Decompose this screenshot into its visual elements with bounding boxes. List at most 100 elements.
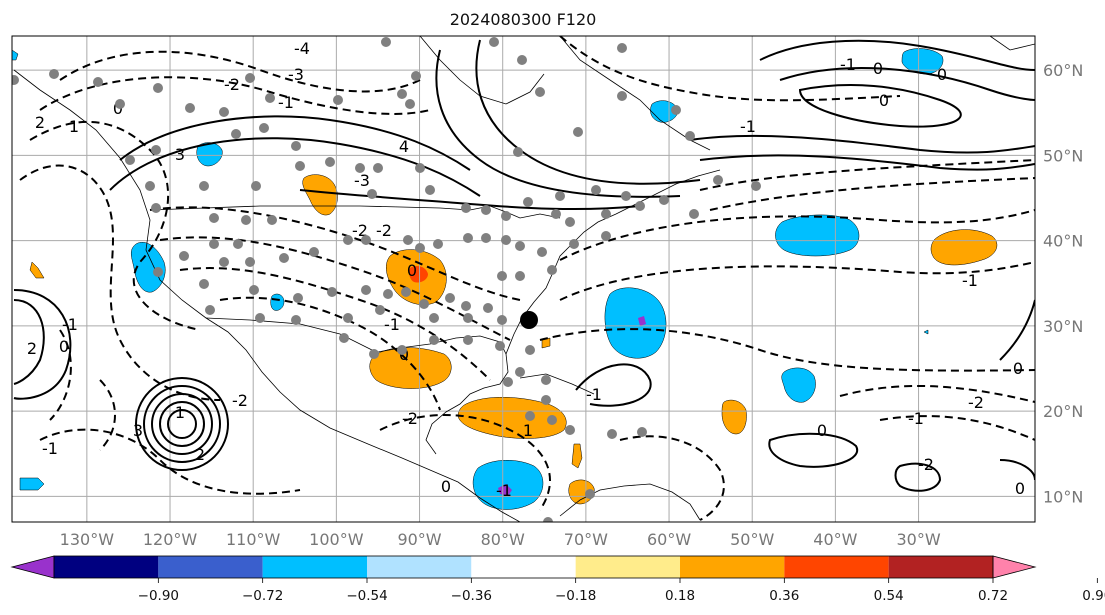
map-frame [11, 35, 1036, 523]
station-marker [445, 293, 455, 303]
contour-label: -1 [840, 55, 856, 74]
colorbar-segment [784, 556, 889, 578]
shade-orange-atlantic-2 [721, 399, 747, 435]
contour-pos-o [894, 462, 942, 492]
station-marker [125, 155, 135, 165]
station-marker [249, 285, 259, 295]
station-marker [415, 163, 425, 173]
contours [13, 36, 1035, 521]
lon-tick-label: 100°W [309, 530, 364, 549]
shade-blue-pacific-nw [12, 49, 19, 61]
contour-label: -1 [496, 481, 512, 500]
contour-labels: -4 -3 -2 -1 0 1 2 3 4 -3 -2 -2 -1 0 1 2 3 -2 -1 -1 0 2 -2 0 1 -1 0… [27, 39, 1025, 500]
shade-blue-central-america [472, 460, 544, 510]
stations [12, 37, 761, 522]
shade-orange-small-west [29, 261, 45, 279]
station-marker [397, 89, 407, 99]
station-marker [209, 239, 219, 249]
station-marker [361, 285, 371, 295]
station-marker [93, 77, 103, 87]
station-marker [585, 489, 595, 499]
contour-label: 1 [175, 403, 185, 422]
contour-neg-o [39, 428, 301, 495]
contour-neg-g [179, 267, 491, 381]
contour-neg-m [559, 261, 1035, 301]
lon-tick-label: 60°W [647, 530, 691, 549]
contour-label: 0 [937, 65, 947, 84]
station-marker [233, 239, 243, 249]
colorbar-segment [54, 556, 159, 578]
lat-tick-label: 40°N [1043, 232, 1083, 251]
lon-tick-label: 120°W [143, 530, 198, 549]
latitude-labels: 10°N 20°N 30°N 40°N 50°N 60°N [1043, 61, 1083, 506]
contour-neg-i [559, 36, 901, 102]
shade-red-missouri [409, 266, 428, 283]
lon-tick-label: 90°W [397, 530, 441, 549]
station-marker [463, 313, 473, 323]
border-us-mexico [205, 317, 373, 351]
contour-pos-j [779, 66, 1035, 101]
station-marker [637, 427, 647, 437]
station-marker [537, 247, 547, 257]
lat-tick-label: 10°N [1043, 487, 1083, 506]
contour-pos-b [109, 137, 481, 197]
station-marker [397, 345, 407, 355]
station-marker [685, 131, 695, 141]
contour-label: 0 [441, 477, 451, 496]
station-marker [245, 257, 255, 267]
station-marker [547, 265, 557, 275]
lat-tick-label: 20°N [1043, 402, 1083, 421]
contour-pos-a [119, 115, 471, 171]
station-marker [659, 195, 669, 205]
station-marker [501, 211, 511, 221]
station-marker [343, 235, 353, 245]
contour-label: -1 [962, 271, 978, 290]
station-marker [367, 189, 377, 199]
station-marker [355, 163, 365, 173]
contour-neg-b [39, 76, 431, 115]
colorbar-segment [262, 556, 367, 578]
station-marker [515, 271, 525, 281]
contour-label: 0 [1013, 359, 1023, 378]
station-marker [601, 231, 611, 241]
contour-pos-k [13, 299, 45, 385]
lon-tick-label: 30°W [896, 530, 940, 549]
station-marker [205, 305, 215, 315]
contour-pos-h [759, 39, 1035, 71]
contour-label: 3 [175, 145, 185, 164]
contour-label: 1 [523, 421, 533, 440]
station-marker [383, 289, 393, 299]
shade-purple-central-america [498, 484, 512, 496]
contour-pos-q [999, 299, 1035, 361]
contour-pos-n [768, 432, 859, 468]
station-marker [525, 411, 535, 421]
station-marker [401, 287, 411, 297]
station-marker [325, 157, 335, 167]
station-marker [751, 181, 761, 191]
lon-tick-label: 70°W [564, 530, 608, 549]
lon-tick-label: 40°W [813, 530, 857, 549]
station-marker [433, 239, 443, 249]
contour-label: -1 [42, 439, 58, 458]
contour-pos-e [435, 49, 681, 198]
shade-blue-atlantic-3 [781, 367, 816, 403]
colorbar-extend-low [10, 555, 55, 579]
colorbar-frame [53, 555, 994, 579]
station-marker [411, 71, 421, 81]
contour-label: -2 [402, 409, 418, 428]
contour-label: 4 [399, 137, 409, 156]
contour-label: -1 [908, 409, 924, 428]
station-marker [517, 55, 527, 65]
contour-label: -1 [62, 315, 78, 334]
station-marker [635, 201, 645, 211]
station-marker [497, 315, 507, 325]
contour-neg-l [559, 209, 1035, 261]
colorbar-tick-label: 0.90 [1082, 588, 1105, 604]
station-marker [515, 367, 525, 377]
station-marker [375, 305, 385, 315]
contour-label: 2 [195, 445, 205, 464]
shade-orange-small-carib [571, 443, 583, 469]
station-marker [541, 395, 551, 405]
contour-label: 0 [879, 91, 889, 110]
